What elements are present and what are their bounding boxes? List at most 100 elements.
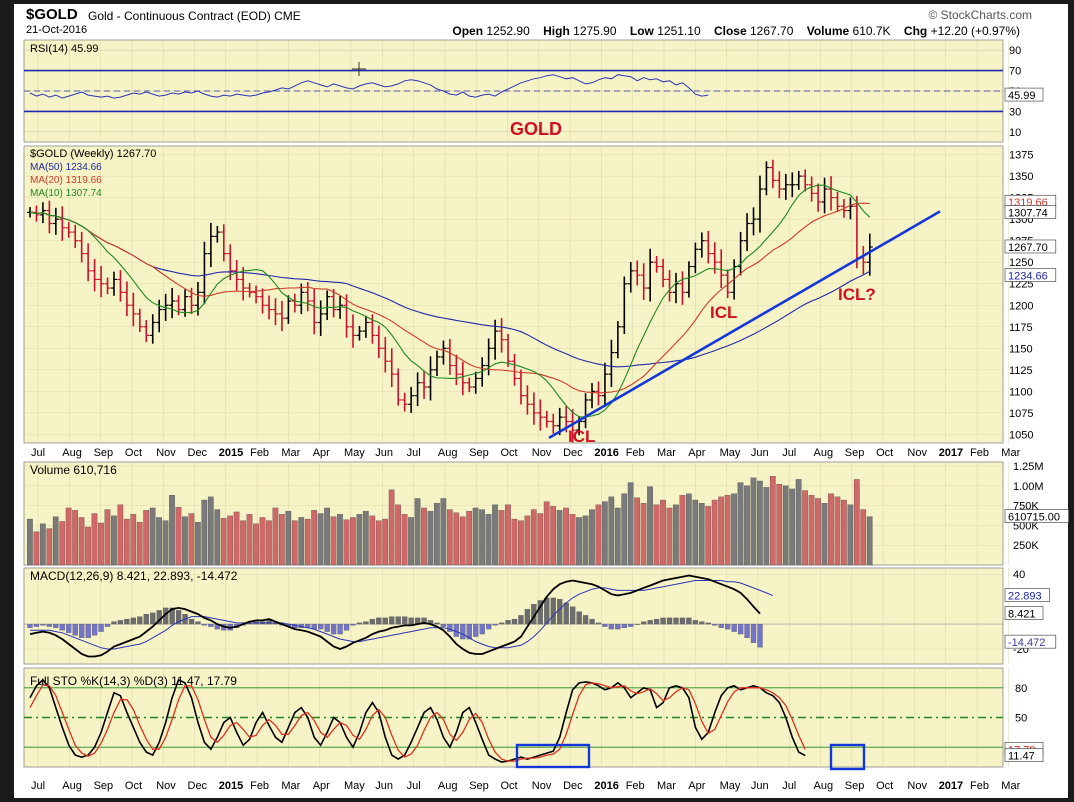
price-bar — [149, 314, 156, 344]
price-bar — [705, 230, 712, 264]
price-tick-1350: 1350 — [1009, 171, 1033, 183]
volume-bar — [601, 501, 608, 566]
volume-bar — [272, 507, 279, 566]
x-axis-bottom-label-1: Aug — [62, 780, 82, 792]
price-bar — [408, 386, 415, 414]
price-bar — [634, 260, 641, 286]
close-label: Close — [713, 24, 747, 38]
volume-bar — [789, 488, 796, 566]
price-bar — [401, 392, 408, 412]
volume-bar — [737, 482, 744, 566]
volume-bar — [847, 504, 854, 566]
macd-histogram-bar — [111, 621, 117, 625]
ma20-legend: MA(20) 1319.66 — [30, 175, 102, 186]
macd-histogram-bar — [608, 623, 615, 630]
price-bar — [776, 171, 783, 199]
volume-bar — [692, 499, 699, 566]
macd-histogram-bar — [376, 617, 382, 625]
x-axis-top-label-30: Feb — [970, 447, 989, 459]
volume-bar — [207, 496, 214, 566]
price-bar — [472, 371, 479, 394]
volume-bar — [666, 507, 673, 566]
volume-bar — [466, 510, 473, 566]
price-bar — [666, 270, 673, 302]
volume-bar — [330, 516, 337, 566]
macd-histogram-bar — [589, 618, 595, 625]
support-trendline — [548, 210, 941, 439]
price-legend: $GOLD (Weekly) 1267.70 — [30, 148, 156, 160]
price-bar — [614, 321, 621, 359]
volume-bar — [382, 518, 389, 566]
macd-value-tag: 8.421 — [1008, 609, 1036, 621]
volume-bar — [278, 514, 285, 566]
volume-bar — [195, 522, 201, 566]
price-bar — [65, 222, 72, 238]
price-tick-1125: 1125 — [1009, 365, 1033, 377]
price-bar — [253, 285, 260, 304]
x-axis-bottom-label-10: May — [344, 780, 365, 792]
volume-bar — [27, 518, 33, 566]
macd-hist-tag: -14.472 — [1008, 637, 1045, 649]
price-bar — [324, 290, 331, 321]
volume-bar — [472, 507, 479, 566]
volume-bar — [518, 520, 524, 566]
volume-tick-500K: 500K — [1013, 520, 1039, 532]
price-bar — [169, 288, 176, 319]
macd-histogram-bar — [505, 620, 511, 625]
macd-histogram-bar — [434, 622, 440, 625]
volume-bar — [627, 482, 634, 566]
price-bar — [91, 258, 98, 292]
price-bar — [466, 377, 473, 393]
x-axis-bottom-label-2: Sep — [94, 780, 114, 792]
price-bar — [433, 350, 440, 377]
volume-bar — [388, 489, 395, 566]
volume-bar — [718, 496, 724, 566]
price-bar — [782, 173, 789, 200]
ma10-value-tag-box — [1004, 205, 1057, 219]
x-axis-top-label-15: Oct — [501, 447, 518, 459]
rsi-tick-70: 70 — [1009, 66, 1021, 78]
volume-bar — [550, 506, 557, 566]
macd-histogram-bar — [511, 618, 518, 625]
price-bar — [388, 348, 395, 388]
macd-histogram-bar — [117, 620, 124, 625]
price-tick-1150: 1150 — [1009, 343, 1033, 355]
volume-bar — [576, 517, 582, 566]
macd-tick-40: 40 — [1013, 569, 1025, 581]
sto-legend: Full STO %K(14,3) %D(3) 11.47, 17.79 — [30, 674, 237, 688]
price-bar — [828, 176, 835, 211]
price-bar — [769, 159, 776, 189]
x-axis-top-label-28: Nov — [907, 447, 927, 459]
volume-bar — [39, 523, 46, 566]
macd-histogram-bar — [59, 623, 65, 631]
macd-histogram-bar — [479, 623, 485, 635]
volume-bar — [563, 507, 569, 566]
macd-histogram-bar — [266, 620, 272, 625]
macd-histogram-bar — [731, 623, 737, 632]
price-bar — [421, 370, 428, 399]
volume-bar — [421, 507, 427, 566]
volume-bar — [162, 520, 169, 566]
volume-bar — [123, 518, 130, 566]
macd-histogram-bar — [686, 617, 692, 625]
macd-line — [29, 574, 761, 658]
volume-bar — [556, 510, 563, 566]
contract-description: Gold - Continuous Contract (EOD) CME — [88, 9, 301, 23]
x-axis-top-label-2: Sep — [94, 447, 114, 459]
price-bar — [85, 243, 92, 282]
volume-bar — [569, 514, 576, 566]
macd-histogram-bar — [473, 623, 479, 637]
x-axis-top-label-1: Aug — [62, 447, 82, 459]
x-axis-top-label-8: Mar — [281, 447, 300, 459]
price-bar — [744, 213, 751, 252]
price-bar — [207, 222, 214, 268]
price-tick-1175: 1175 — [1009, 322, 1033, 334]
price-bar — [337, 295, 344, 319]
macd-histogram-bar — [492, 623, 498, 626]
macd-histogram-bar — [104, 623, 111, 627]
x-axis-top-label-7: Feb — [250, 447, 269, 459]
price-bar — [718, 249, 725, 289]
volume-bar — [453, 512, 460, 566]
macd-histogram-bar — [402, 616, 408, 625]
